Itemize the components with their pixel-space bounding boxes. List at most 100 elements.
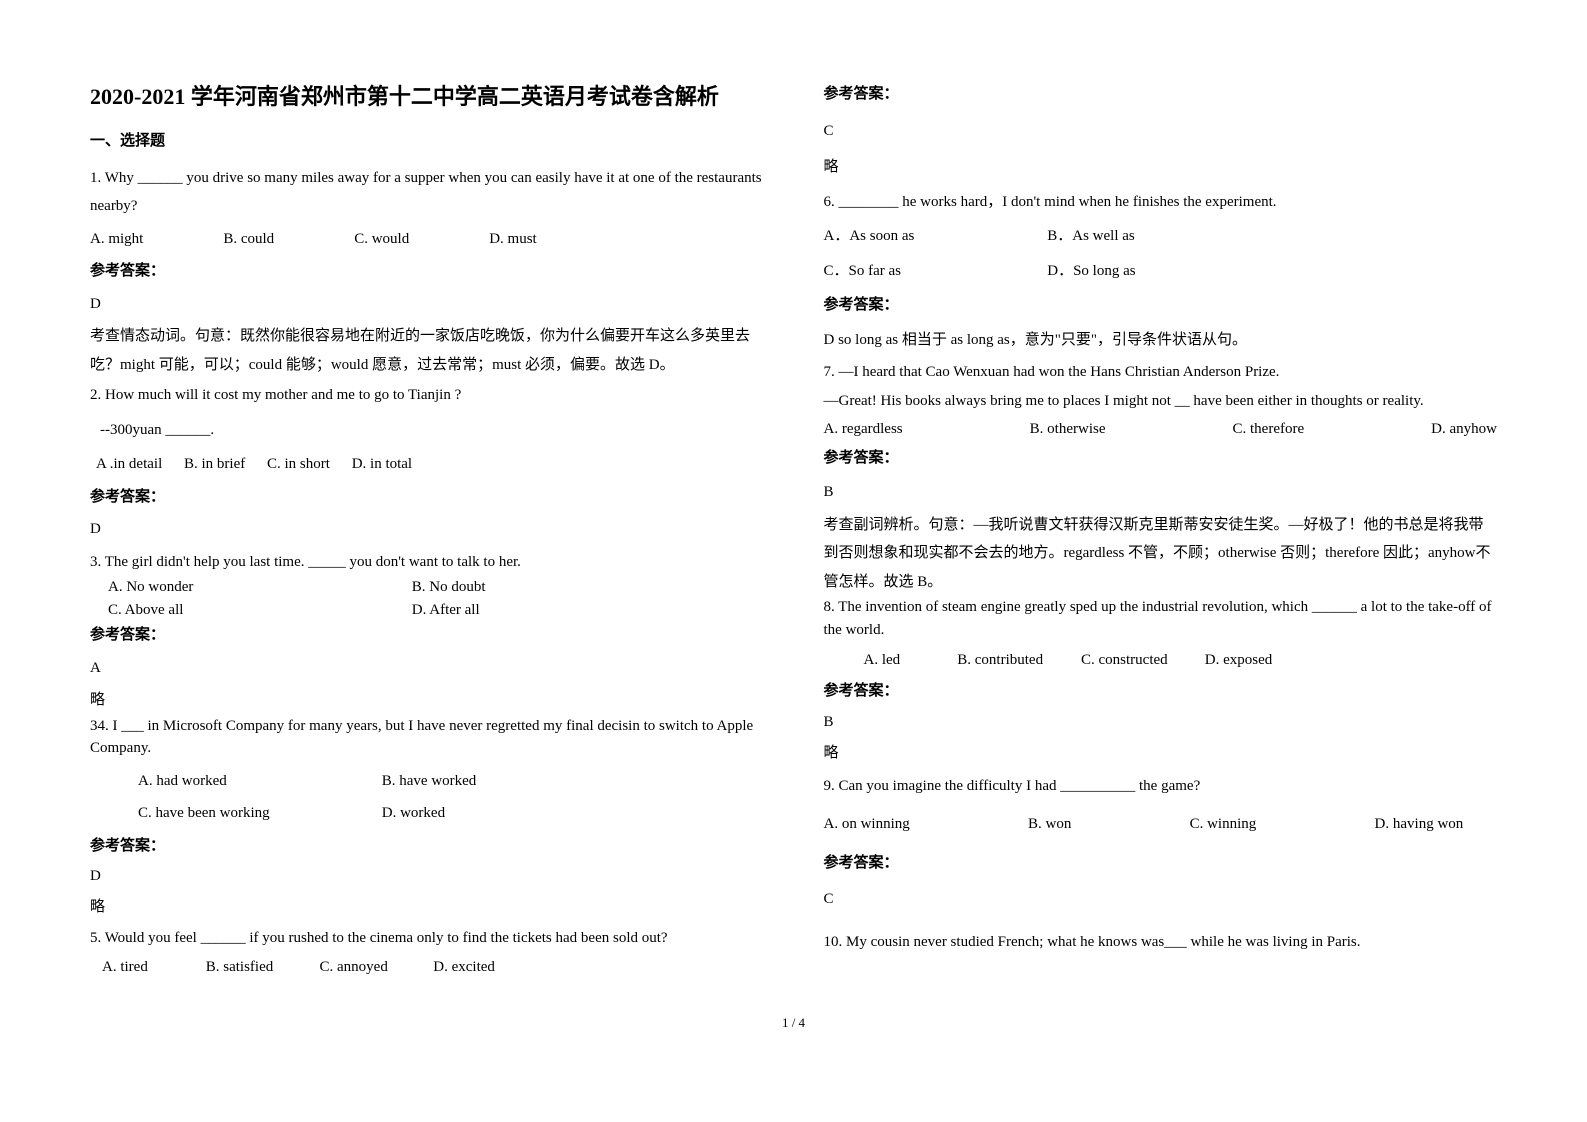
q9-opt-d: D. having won: [1375, 810, 1464, 839]
question-7: 7. —I heard that Cao Wenxuan had won the…: [824, 358, 1498, 596]
answer-label: 参考答案：: [90, 621, 764, 650]
q4-answer: D: [90, 865, 764, 888]
q1-opt-a: A. might: [90, 225, 143, 254]
answer-label: 参考答案：: [824, 444, 1498, 473]
question-6: 6. ________ he works hard，I don't mind w…: [824, 188, 1498, 355]
q7-explanation: 考查副词辨析。句意：—我听说曹文轩获得汉斯克里斯蒂安安徒生奖。—好极了！他的书总…: [824, 511, 1498, 597]
q9-options: A. on winning B. won C. winning D. havin…: [824, 810, 1464, 839]
q5-opt-d: D. excited: [433, 959, 495, 975]
answer-label: 参考答案：: [824, 849, 1498, 878]
question-8: 8. The invention of steam engine greatly…: [824, 596, 1498, 766]
q7-answer: B: [824, 478, 1498, 507]
q3-opt-d: D. After all: [412, 602, 480, 618]
q2-opt-c: C. in short: [267, 456, 330, 472]
q2-answer: D: [90, 515, 764, 544]
question-9: 9. Can you imagine the difficulty I had …: [824, 772, 1498, 914]
q5-answer: C: [824, 117, 1498, 146]
q5-opt-b: B. satisfied: [206, 953, 316, 982]
q6-opt-b: B．As well as: [1047, 228, 1135, 244]
q8-opt-c: C. constructed: [1081, 649, 1201, 672]
q3-answer: A: [90, 654, 764, 683]
q9-stem: 9. Can you imagine the difficulty I had …: [824, 772, 1498, 801]
q6-opt-d: D．So long as: [1047, 263, 1135, 279]
question-10: 10. My cousin never studied French; what…: [824, 928, 1498, 957]
question-1: 1. Why ______ you drive so many miles aw…: [90, 164, 764, 380]
q10-stem: 10. My cousin never studied French; what…: [824, 928, 1498, 957]
q3-options-row1: A. No wonder B. No doubt: [90, 576, 764, 599]
q4-opt-c: C. have been working: [138, 802, 378, 825]
answer-label: 参考答案：: [824, 291, 1498, 320]
brief: 略: [824, 742, 1498, 765]
answer-label: 参考答案：: [90, 835, 764, 858]
question-3: 3. The girl didn't help you last time. _…: [90, 548, 764, 715]
q2-stem: 2. How much will it cost my mother and m…: [90, 381, 764, 410]
q7-stem2: —Great! His books always bring me to pla…: [824, 387, 1498, 416]
q4-options-row2: C. have been working D. worked: [90, 802, 764, 825]
q5-stem: 5. Would you feel ______ if you rushed t…: [90, 924, 764, 953]
q6-opt-c: C．So far as: [824, 257, 1044, 286]
q4-stem: 34. I ___ in Microsoft Company for many …: [90, 715, 764, 760]
q4-opt-a: A. had worked: [138, 770, 378, 793]
q2-line2: --300yuan ______.: [100, 416, 764, 445]
q7-opt-b: B. otherwise: [1030, 415, 1106, 444]
question-4: 34. I ___ in Microsoft Company for many …: [90, 715, 764, 919]
q2-opt-a: A .in detail: [96, 456, 162, 472]
q8-options: A. led B. contributed C. constructed D. …: [864, 649, 1498, 672]
q6-stem: 6. ________ he works hard，I don't mind w…: [824, 188, 1498, 217]
question-2: 2. How much will it cost my mother and m…: [90, 381, 764, 544]
q9-opt-c: C. winning: [1190, 810, 1257, 839]
q6-options-row1: A．As soon as B．As well as: [824, 222, 1498, 251]
q1-opt-d: D. must: [489, 225, 537, 254]
q3-opt-a: A. No wonder: [108, 576, 408, 599]
q7-stem1: 7. —I heard that Cao Wenxuan had won the…: [824, 358, 1498, 387]
q8-stem: 8. The invention of steam engine greatly…: [824, 596, 1498, 643]
q5-options: A. tired B. satisfied C. annoyed D. exci…: [90, 953, 764, 982]
q1-answer: D: [90, 290, 764, 319]
left-column: 2020-2021 学年河南省郑州市第十二中学高二英语月考试卷含解析 一、选择题…: [90, 80, 764, 981]
page-container: 2020-2021 学年河南省郑州市第十二中学高二英语月考试卷含解析 一、选择题…: [0, 0, 1587, 1011]
q8-answer: B: [824, 711, 1498, 734]
q2-opt-d: D. in total: [352, 456, 412, 472]
q7-opt-a: A. regardless: [824, 415, 903, 444]
q3-stem: 3. The girl didn't help you last time. _…: [90, 548, 764, 577]
q1-options: A. might B. could C. would D. must: [90, 225, 764, 254]
q4-opt-b: B. have worked: [382, 773, 477, 789]
q3-opt-b: B. No doubt: [412, 579, 486, 595]
q8-opt-a: A. led: [864, 649, 954, 672]
q8-opt-b: B. contributed: [957, 649, 1077, 672]
brief: 略: [90, 686, 764, 715]
brief: 略: [90, 896, 764, 919]
q8-opt-d: D. exposed: [1205, 652, 1273, 668]
q6-options-row2: C．So far as D．So long as: [824, 257, 1498, 286]
q1-stem: 1. Why ______ you drive so many miles aw…: [90, 164, 764, 221]
q1-opt-b: B. could: [223, 225, 274, 254]
q6-answer: D so long as 相当于 as long as，意为"只要"，引导条件状…: [824, 326, 1498, 355]
q9-answer: C: [824, 885, 1498, 914]
q7-opt-d: D. anyhow: [1431, 415, 1497, 444]
q5-opt-a: A. tired: [102, 953, 202, 982]
answer-label: 参考答案：: [90, 483, 764, 512]
q9-opt-b: B. won: [1028, 810, 1071, 839]
q4-opt-d: D. worked: [382, 805, 445, 821]
q9-opt-a: A. on winning: [824, 810, 910, 839]
answer-label: 参考答案：: [90, 257, 764, 286]
q3-options-row2: C. Above all D. After all: [90, 599, 764, 622]
brief: 略: [824, 153, 1498, 182]
question-5: 5. Would you feel ______ if you rushed t…: [90, 924, 764, 981]
answer-label: 参考答案：: [824, 680, 1498, 703]
q6-opt-a: A．As soon as: [824, 222, 1044, 251]
section-heading: 一、选择题: [90, 127, 764, 156]
q2-options: A .in detail B. in brief C. in short D. …: [96, 450, 764, 479]
q1-explanation: 考查情态动词。句意：既然你能很容易地在附近的一家饭店吃晚饭，你为什么偏要开车这么…: [90, 322, 764, 379]
q4-options-row1: A. had worked B. have worked: [90, 770, 764, 793]
q5-opt-c: C. annoyed: [320, 953, 430, 982]
q3-opt-c: C. Above all: [108, 599, 408, 622]
page-number: 1 / 4: [782, 1015, 805, 1031]
answer-label: 参考答案：: [824, 80, 1498, 109]
q7-opt-c: C. therefore: [1233, 415, 1305, 444]
document-title: 2020-2021 学年河南省郑州市第十二中学高二英语月考试卷含解析: [90, 80, 764, 113]
right-column: 参考答案： C 略 6. ________ he works hard，I do…: [824, 80, 1498, 981]
q7-options: A. regardless B. otherwise C. therefore …: [824, 415, 1498, 444]
q2-opt-b: B. in brief: [184, 456, 245, 472]
q1-opt-c: C. would: [354, 225, 409, 254]
